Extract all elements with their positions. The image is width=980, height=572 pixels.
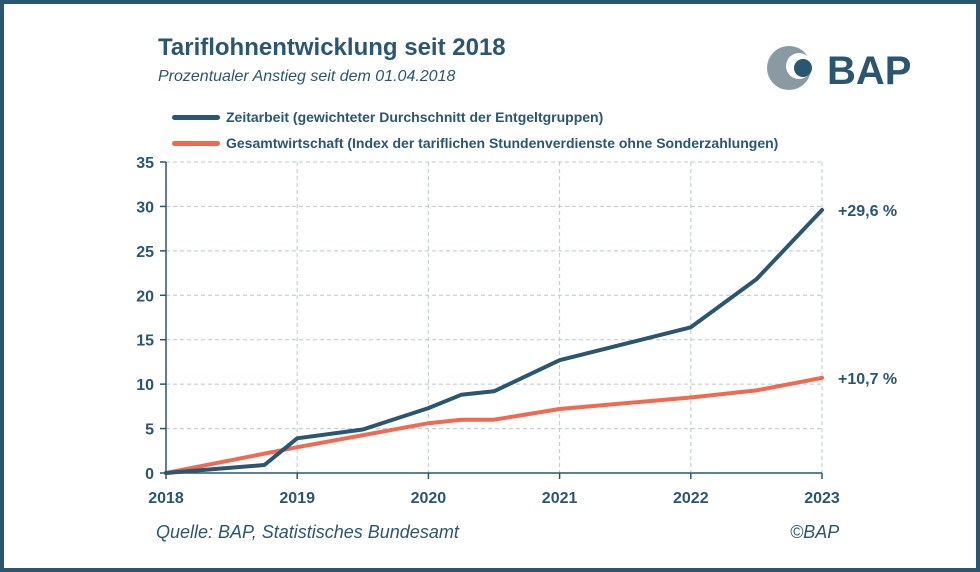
legend-item-gesamtwirtschaft: Gesamtwirtschaft (Index der tariflichen … bbox=[172, 130, 778, 156]
x-tick-label-2023: 2023 bbox=[804, 490, 840, 507]
y-tick-label-15: 15 bbox=[136, 333, 154, 350]
legend-item-zeitarbeit: Zeitarbeit (gewichteter Durchschnitt der… bbox=[172, 104, 778, 130]
x-tick-label-2021: 2021 bbox=[542, 490, 578, 507]
y-tick-label-30: 30 bbox=[136, 199, 154, 216]
y-tick-label-0: 0 bbox=[145, 466, 154, 483]
legend: Zeitarbeit (gewichteter Durchschnitt der… bbox=[172, 104, 778, 156]
bap-logo-icon bbox=[767, 46, 812, 90]
x-tick-label-2019: 2019 bbox=[279, 490, 315, 507]
series-end-label-0: +29,6 % bbox=[838, 203, 897, 220]
chart-subtitle: Prozentualer Anstieg seit dem 01.04.2018 bbox=[158, 68, 456, 85]
y-tick-label-25: 25 bbox=[136, 244, 154, 261]
legend-swatch-gesamtwirtschaft bbox=[172, 140, 220, 146]
y-tick-label-35: 35 bbox=[136, 155, 154, 172]
y-tick-label-20: 20 bbox=[136, 288, 154, 305]
source-note: Quelle: BAP, Statistisches Bundesamt bbox=[156, 522, 459, 542]
legend-label-zeitarbeit: Zeitarbeit (gewichteter Durchschnitt der… bbox=[226, 109, 604, 125]
y-tick-label-10: 10 bbox=[136, 377, 154, 394]
series-line-1 bbox=[164, 375, 824, 475]
chart-title: Tariflohnentwicklung seit 2018 bbox=[158, 34, 506, 61]
series-end-label-1: +10,7 % bbox=[838, 371, 897, 388]
bap-logo: BAP bbox=[767, 46, 911, 93]
copyright-note: ©BAP bbox=[790, 522, 840, 542]
legend-label-gesamtwirtschaft: Gesamtwirtschaft (Index der tariflichen … bbox=[226, 135, 779, 151]
y-tick-label-5: 5 bbox=[145, 422, 154, 439]
legend-swatch-zeitarbeit bbox=[172, 114, 220, 120]
series-line-0 bbox=[164, 208, 824, 475]
x-tick-label-2022: 2022 bbox=[673, 490, 709, 507]
x-tick-label-2020: 2020 bbox=[411, 490, 447, 507]
x-tick-label-2018: 2018 bbox=[148, 490, 184, 507]
logo-text: BAP bbox=[827, 49, 911, 93]
